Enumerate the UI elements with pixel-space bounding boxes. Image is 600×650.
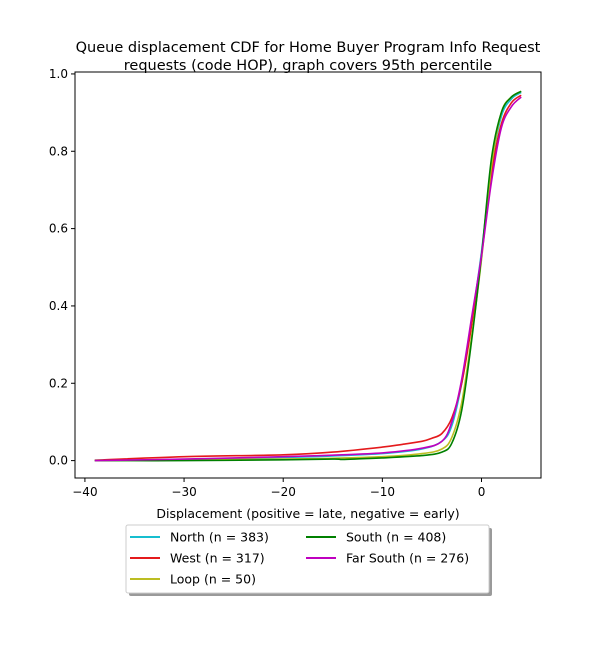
x-axis: −40 −30 −20 −10 0 bbox=[72, 478, 485, 499]
series-line-0 bbox=[94, 91, 522, 462]
x-tick-label: −40 bbox=[72, 485, 97, 499]
x-tick-label: 0 bbox=[478, 485, 486, 499]
series-line-3 bbox=[94, 90, 522, 462]
chart-title: Queue displacement CDF for Home Buyer Pr… bbox=[76, 40, 541, 56]
series-line-1 bbox=[94, 94, 522, 461]
y-tick-label: 0.8 bbox=[49, 144, 68, 158]
x-axis-label: Displacement (positive = late, negative … bbox=[156, 506, 459, 521]
x-tick-label: −10 bbox=[370, 485, 395, 499]
series-layer bbox=[94, 90, 522, 462]
y-tick-label: 0.2 bbox=[49, 376, 68, 390]
plot-frame bbox=[74, 71, 542, 479]
legend-items: North (n = 383) West (n = 317) Loop (n = 5… bbox=[130, 530, 469, 587]
legend-label: North (n = 383) bbox=[170, 530, 269, 545]
legend: North (n = 383) West (n = 317) Loop (n = 5… bbox=[125, 524, 492, 596]
series-line-4 bbox=[94, 96, 522, 462]
y-tick-label: 1.0 bbox=[49, 67, 68, 81]
x-tick-label: −30 bbox=[171, 485, 196, 499]
y-tick-label: 0.4 bbox=[49, 299, 68, 313]
y-tick-label: 0.0 bbox=[49, 454, 68, 468]
legend-label: Far South (n = 276) bbox=[346, 551, 469, 566]
y-tick-label: 0.6 bbox=[49, 222, 68, 236]
legend-label: South (n = 408) bbox=[346, 530, 446, 545]
legend-label: West (n = 317) bbox=[170, 551, 265, 566]
chart-subtitle: requests (code HOP), graph covers 95th p… bbox=[124, 58, 493, 74]
legend-label: Loop (n = 50) bbox=[170, 572, 256, 587]
y-axis: 0.0 0.2 0.4 0.6 0.8 1.0 bbox=[49, 67, 75, 468]
x-tick-label: −20 bbox=[271, 485, 296, 499]
